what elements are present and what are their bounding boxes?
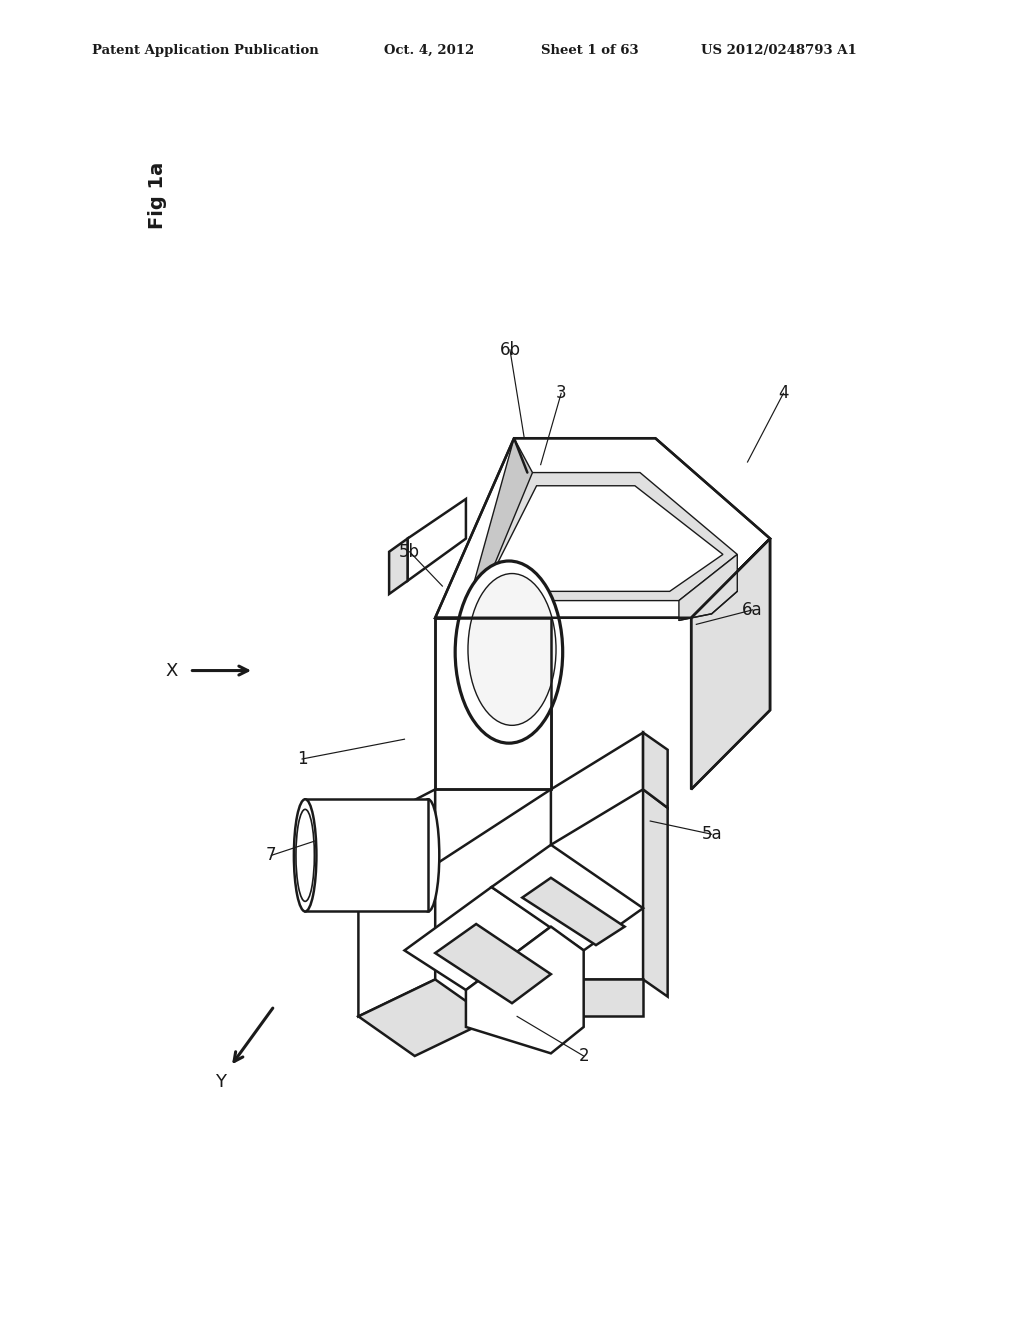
Text: 4: 4: [778, 384, 788, 403]
Text: 1: 1: [297, 750, 307, 768]
Polygon shape: [469, 473, 737, 601]
Text: Y: Y: [215, 1073, 225, 1092]
Polygon shape: [551, 979, 643, 1016]
Ellipse shape: [296, 809, 314, 902]
Text: X: X: [166, 661, 178, 680]
Text: 3: 3: [556, 384, 566, 403]
Text: Sheet 1 of 63: Sheet 1 of 63: [541, 44, 638, 57]
Text: Oct. 4, 2012: Oct. 4, 2012: [384, 44, 474, 57]
Text: 6a: 6a: [742, 601, 763, 619]
Polygon shape: [358, 789, 435, 1016]
Polygon shape: [551, 733, 643, 845]
Ellipse shape: [294, 799, 316, 911]
Polygon shape: [435, 713, 551, 865]
Text: Patent Application Publication: Patent Application Publication: [92, 44, 318, 57]
Text: 6b: 6b: [500, 341, 520, 359]
Polygon shape: [492, 845, 643, 950]
Text: Fig 1a: Fig 1a: [148, 162, 167, 228]
Text: 7: 7: [266, 846, 276, 865]
Text: US 2012/0248793 A1: US 2012/0248793 A1: [701, 44, 857, 57]
Text: 2: 2: [579, 1047, 589, 1065]
Polygon shape: [522, 878, 625, 945]
Polygon shape: [469, 438, 532, 601]
Polygon shape: [483, 486, 723, 591]
Ellipse shape: [300, 828, 310, 883]
Polygon shape: [358, 979, 492, 1056]
Text: 5a: 5a: [701, 825, 722, 843]
Polygon shape: [435, 618, 551, 789]
Polygon shape: [435, 924, 551, 1003]
Text: 5b: 5b: [399, 543, 420, 561]
Polygon shape: [404, 887, 551, 990]
Polygon shape: [408, 499, 466, 581]
Polygon shape: [643, 789, 668, 997]
Polygon shape: [305, 800, 428, 911]
Polygon shape: [466, 927, 584, 1053]
Polygon shape: [389, 539, 408, 594]
Polygon shape: [435, 438, 770, 618]
Polygon shape: [691, 539, 770, 789]
Polygon shape: [643, 733, 668, 808]
Ellipse shape: [455, 561, 563, 743]
Ellipse shape: [468, 573, 556, 725]
Ellipse shape: [417, 799, 439, 911]
Polygon shape: [551, 789, 643, 979]
Polygon shape: [679, 554, 737, 620]
